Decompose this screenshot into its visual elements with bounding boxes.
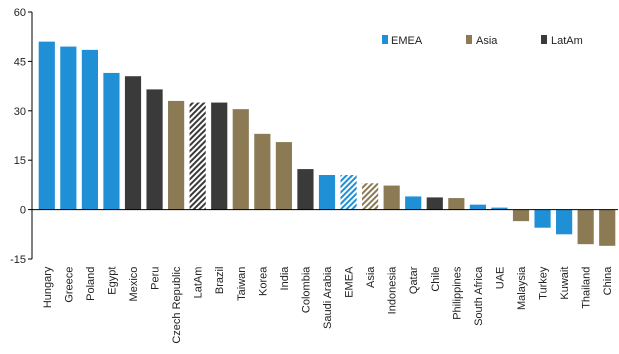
legend-label-asia: Asia (476, 35, 498, 47)
x-tick-label-greece: Greece (63, 267, 75, 303)
x-tick-label-turkey: Turkey (538, 266, 550, 300)
x-tick-label-poland: Poland (85, 267, 97, 301)
bar-philippines (448, 198, 465, 210)
x-tick-label-kuwait: Kuwait (559, 267, 571, 300)
x-tick-label-uae: UAE (494, 267, 506, 290)
bar-taiwan (232, 109, 249, 210)
y-tick-label: 15 (14, 155, 26, 167)
bar-turkey (534, 209, 551, 228)
bar-thailand (577, 209, 594, 245)
legend-swatch-asia (466, 35, 472, 44)
bar-kuwait (556, 209, 573, 235)
x-tick-label-emea: EMEA (344, 266, 356, 298)
bars (38, 41, 616, 246)
x-tick-label-malaysia: Malaysia (516, 266, 528, 310)
x-tick-label-india: India (279, 266, 291, 291)
category-labels: Hungary Greece Poland Egypt Mexico Peru Czech … (42, 266, 614, 344)
x-tick-label-philippines: Philippines (451, 266, 463, 320)
x-tick-label-mexico: Mexico (128, 267, 140, 302)
bar-saudi-arabia (318, 175, 336, 210)
x-tick-label-brazil: Brazil (214, 267, 226, 295)
x-tick-label-colombia: Colombia (300, 266, 312, 313)
bar-poland (81, 49, 98, 210)
bar-china (599, 209, 616, 246)
y-tick-label: 30 (14, 106, 26, 118)
x-tick-label-latam: LatAm (193, 267, 205, 299)
x-tick-label-qatar: Qatar (408, 266, 420, 294)
x-tick-label-hungary: Hungary (42, 266, 54, 308)
legend-label-latam: LatAm (551, 35, 583, 47)
legend-label-emea: EMEA (391, 35, 423, 47)
legend-swatch-emea (382, 35, 388, 44)
y-tick-label: 60 (14, 7, 26, 19)
x-tick-label-south-africa: South Africa (473, 266, 485, 326)
y-tick-label: 45 (14, 56, 26, 68)
bar-south-africa (469, 204, 486, 210)
bar-korea (254, 133, 271, 210)
bar-chile (426, 197, 443, 210)
legend-swatch-latam (541, 35, 547, 44)
bar-colombia (297, 169, 314, 210)
bar-qatar (405, 196, 422, 210)
y-tick-label: -15 (10, 254, 26, 266)
x-tick-label-taiwan: Taiwan (236, 267, 248, 301)
bar-mexico (124, 76, 142, 210)
legend: EMEA Asia LatAm (382, 35, 583, 47)
x-tick-label-thailand: Thailand (581, 267, 593, 309)
bar-brazil (211, 102, 228, 210)
bar-peru (146, 89, 163, 210)
bar-india (275, 142, 292, 210)
bar-indonesia (383, 185, 400, 210)
x-tick-label-korea: Korea (257, 266, 269, 296)
x-tick-label-asia: Asia (365, 266, 377, 288)
bar-asia (362, 183, 379, 210)
bar-emea (340, 175, 357, 210)
bar-hungary (38, 41, 55, 210)
x-tick-label-egypt: Egypt (106, 267, 118, 295)
x-tick-label-indonesia: Indonesia (387, 266, 399, 315)
x-tick-label-czech-republic: Czech Republic (171, 266, 183, 344)
bar-latam (189, 102, 206, 210)
x-tick-label-chile: Chile (430, 267, 442, 292)
bar-uae (491, 207, 508, 210)
x-tick-label-saudi-arabia: Saudi Arabia (322, 266, 334, 329)
x-tick-label-peru: Peru (150, 267, 162, 290)
x-tick-label-china: China (602, 266, 614, 296)
y-axis: -15 0 15 30 45 60 (10, 7, 33, 266)
y-tick-label: 0 (20, 205, 26, 217)
bar-malaysia (512, 209, 530, 222)
bar-greece (60, 46, 77, 210)
bar-czech-republic (168, 100, 185, 210)
bar-egypt (103, 72, 120, 210)
